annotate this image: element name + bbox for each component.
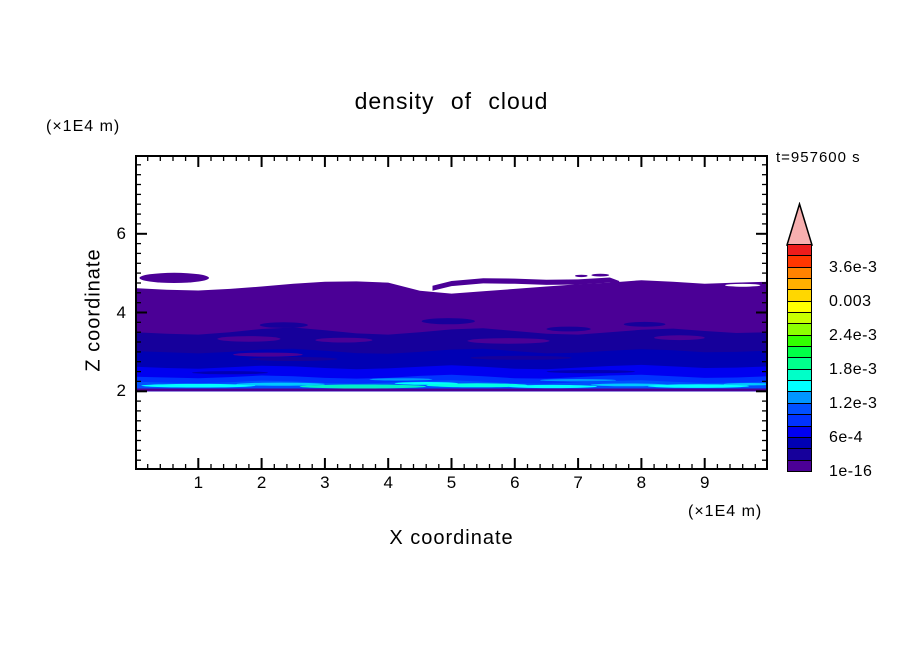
colorbar-triangle-svg (785, 201, 814, 246)
cyan-streak (590, 383, 667, 387)
contour-inner-blob (259, 322, 308, 328)
detached-cloud-blob (591, 273, 610, 277)
colorbar-label: 1.2e-3 (829, 394, 878, 412)
colorbar-label: 2.4e-3 (829, 326, 878, 344)
colorbar-label: 1e-16 (829, 463, 873, 480)
cyan-streak (647, 384, 750, 388)
colorbar-label: 3.6e-3 (829, 258, 878, 276)
plot-border (135, 155, 768, 470)
white-notch (725, 283, 761, 287)
detached-cloud-blob (575, 274, 588, 278)
contour-inner-blob (470, 355, 572, 360)
cyan-streak (723, 383, 775, 386)
x-tick-label: 4 (383, 473, 393, 492)
x-tick-label: 3 (320, 473, 330, 492)
cloud-base-line (135, 388, 768, 392)
colorbar-label: 6e-4 (829, 428, 864, 446)
overflow-triangle (785, 201, 814, 246)
y-tick-label: 4 (116, 302, 126, 322)
contour-plot-area (135, 155, 775, 470)
x-tick-label: 7 (573, 473, 583, 492)
contour-inner-blob (623, 321, 666, 327)
cloud-top-sliver (432, 277, 620, 291)
colorbar-label: 0.003 (829, 292, 872, 310)
x-tick-label: 8 (636, 473, 647, 492)
x-tick-label: 5 (446, 473, 457, 492)
contour-svg (135, 155, 775, 470)
contour-inner-blob (546, 370, 636, 374)
colorbar (787, 244, 812, 472)
detached-cloud-blob (139, 272, 209, 283)
contour-inner-blob (249, 357, 338, 361)
colorbar-cell (787, 459, 812, 472)
contour-inner-blob (467, 338, 550, 344)
cyan-streak (141, 383, 256, 388)
x-tick-label: 6 (510, 473, 520, 492)
cyan-streak (540, 379, 617, 382)
y-axis-unit-label: (×1E4 m) (46, 118, 121, 135)
contour-inner-blob (546, 326, 591, 332)
x-tick-label: 1 (193, 473, 204, 492)
cyan-streak (426, 383, 528, 388)
cyan-streak (236, 382, 325, 386)
chart-title: density of cloud (354, 88, 549, 114)
contour-inner-blob (315, 337, 373, 343)
cyan-streak (299, 384, 427, 389)
x-tick-label: 2 (256, 473, 267, 492)
cyan-streak (369, 378, 433, 381)
cyan-streak (508, 384, 598, 389)
timestamp-label: t=957600 s (776, 149, 861, 166)
colorbar-label: 1.8e-3 (829, 360, 878, 378)
contour-inner-blob (192, 371, 268, 375)
contour-inner-blob (654, 335, 705, 341)
y-tick-label: 6 (116, 223, 126, 243)
contour-inner-blob (421, 318, 475, 325)
x-tick-label: 9 (699, 473, 710, 492)
contour-inner-blob (217, 336, 281, 342)
y-tick-label: 2 (116, 381, 126, 401)
x-axis-title: X coordinate (389, 527, 514, 549)
x-axis-unit-label: (×1E4 m) (688, 503, 763, 520)
contour-inner-blob (233, 352, 303, 357)
